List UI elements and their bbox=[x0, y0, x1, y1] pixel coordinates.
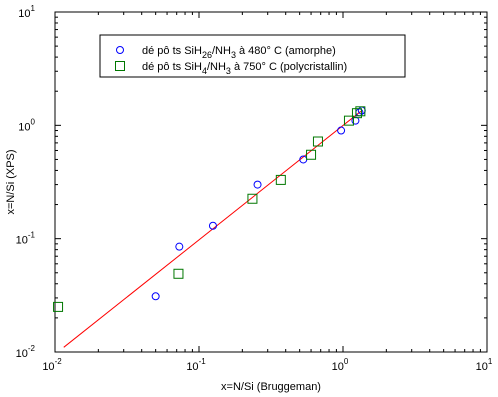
x-tick-label: 10-2 bbox=[42, 357, 62, 373]
circle-point bbox=[151, 292, 160, 301]
y-axis-label: x=N/Si (XPS) bbox=[5, 149, 17, 214]
y-tick-label: 10-1 bbox=[16, 231, 36, 247]
x-tick-label: 101 bbox=[476, 357, 493, 373]
legend-label: dé pô ts SiH4/NH3 à 750° C (polycristall… bbox=[142, 61, 347, 76]
x-axis-label: x=N/Si (Bruggeman) bbox=[221, 381, 321, 393]
square-point bbox=[312, 136, 323, 147]
x-tick-label: 10-1 bbox=[186, 357, 206, 373]
circle-point bbox=[175, 242, 184, 251]
square-point bbox=[247, 193, 258, 204]
legend-square-marker bbox=[115, 61, 125, 71]
y-tick-label: 10-2 bbox=[16, 344, 36, 360]
square-point bbox=[343, 115, 354, 126]
data-points bbox=[53, 106, 366, 312]
circle-point bbox=[253, 180, 262, 189]
circle-point bbox=[208, 221, 217, 230]
legend-box bbox=[99, 34, 406, 78]
y-tick-label: 100 bbox=[18, 117, 35, 133]
circle-point bbox=[337, 126, 346, 135]
axis-ticks: 10-2 10-1 100 101 10-2 10-1 100 101 bbox=[16, 4, 493, 373]
square-point bbox=[306, 149, 317, 160]
square-point bbox=[355, 106, 366, 117]
legend-label: dé pô ts SiH26/NH3 à 480° C (amorphe) bbox=[142, 45, 336, 60]
legend-circle-marker bbox=[116, 46, 124, 54]
square-point bbox=[275, 174, 286, 185]
legend: dé pô ts SiH26/NH3 à 480° C (amorphe)dé … bbox=[99, 34, 406, 78]
square-point bbox=[173, 268, 184, 279]
circle-point bbox=[351, 116, 360, 125]
y-tick-label: 101 bbox=[18, 4, 35, 20]
x-tick-label: 100 bbox=[332, 357, 349, 373]
square-point bbox=[53, 301, 64, 312]
square-point bbox=[351, 108, 362, 119]
